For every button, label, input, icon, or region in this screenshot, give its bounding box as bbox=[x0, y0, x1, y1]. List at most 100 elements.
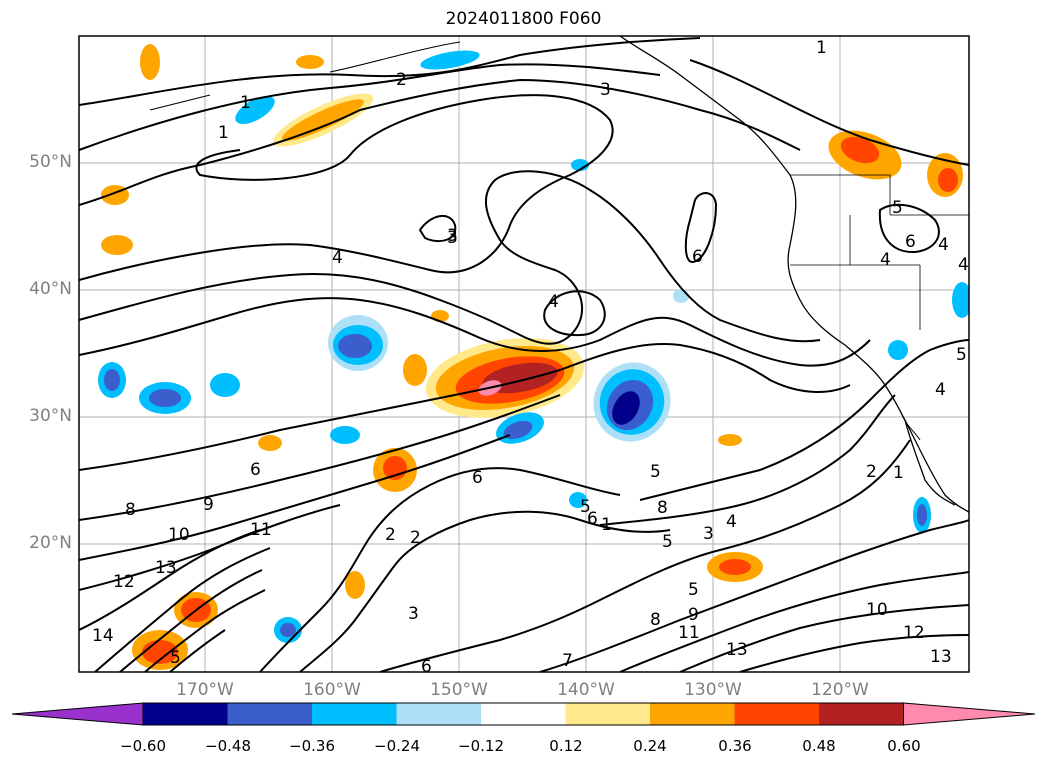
positive-patch bbox=[345, 571, 365, 599]
colorbar-tick: −0.36 bbox=[289, 737, 335, 755]
negative-patch bbox=[104, 369, 120, 391]
negative-patch bbox=[210, 373, 240, 397]
contour-label: 1 bbox=[816, 38, 827, 58]
positive-patch bbox=[840, 136, 880, 164]
colorbar-tick: −0.24 bbox=[374, 737, 420, 755]
colorbar-tick: 0.24 bbox=[633, 737, 667, 755]
shaded-patches bbox=[98, 44, 969, 670]
contour-label: 13 bbox=[930, 647, 952, 667]
contour-label: 7 bbox=[562, 651, 573, 671]
negative-patch bbox=[338, 334, 372, 358]
contour-label: 3 bbox=[447, 226, 458, 246]
colorbar-extend-min bbox=[11, 702, 144, 726]
contour-label: 5 bbox=[688, 580, 699, 600]
colorbar-segment bbox=[819, 703, 904, 725]
contour-label: 9 bbox=[203, 495, 214, 515]
positive-patch bbox=[258, 435, 282, 451]
positive-patch bbox=[101, 235, 133, 255]
contour-label: 9 bbox=[688, 605, 699, 625]
contour-label: 3 bbox=[703, 524, 714, 544]
contour-label: 12 bbox=[113, 572, 135, 592]
lat-label-20n: 20°N bbox=[29, 533, 72, 553]
colorbar-tick: 0.48 bbox=[802, 737, 836, 755]
lat-label-30n: 30°N bbox=[29, 406, 72, 426]
colorbar-segment bbox=[143, 703, 228, 725]
contour-label: 13 bbox=[155, 558, 177, 578]
lon-label-140w: 140°W bbox=[557, 680, 615, 700]
map-title: 2024011800 F060 bbox=[445, 9, 602, 29]
lon-label-150w: 150°W bbox=[430, 680, 488, 700]
map-frame bbox=[78, 35, 970, 673]
negative-patch bbox=[235, 96, 275, 124]
contour-label: 5 bbox=[956, 345, 967, 365]
contour-label: 5 bbox=[580, 497, 591, 517]
contour-label: 4 bbox=[880, 250, 891, 270]
contour-label: 12 bbox=[903, 623, 925, 643]
negative-patch bbox=[149, 389, 181, 407]
contour-label: 10 bbox=[168, 525, 190, 545]
positive-patch bbox=[403, 354, 427, 386]
contour-label: 4 bbox=[935, 380, 946, 400]
contour-label: 8 bbox=[657, 498, 668, 518]
lon-label-160w: 160°W bbox=[303, 680, 361, 700]
contour-label: 2 bbox=[385, 525, 396, 545]
colorbar-extend-max bbox=[903, 702, 1036, 726]
contour-label: 13 bbox=[726, 640, 748, 660]
colorbar bbox=[11, 702, 1036, 726]
negative-patch bbox=[917, 504, 927, 526]
contour-label: 14 bbox=[92, 626, 114, 646]
contour-lines bbox=[79, 37, 969, 672]
negative-patch bbox=[952, 282, 969, 318]
contour-label: 11 bbox=[678, 623, 700, 643]
contour-label: 4 bbox=[726, 512, 737, 532]
lon-label-120w: 120°W bbox=[811, 680, 869, 700]
positive-patch bbox=[282, 99, 364, 141]
positive-patch bbox=[431, 310, 449, 322]
colorbar-tick: −0.48 bbox=[205, 737, 251, 755]
lat-label-50n: 50°N bbox=[29, 152, 72, 172]
contour-label: 5 bbox=[892, 198, 903, 218]
contour-label: 2 bbox=[396, 70, 407, 90]
colorbar-segment bbox=[734, 703, 819, 725]
colorbar-segment bbox=[227, 703, 312, 725]
colorbar-segment bbox=[650, 703, 735, 725]
negative-patch bbox=[503, 420, 533, 440]
colorbar-tick: 0.60 bbox=[887, 737, 921, 755]
contour-label: 3 bbox=[447, 228, 458, 248]
contour-label: 6 bbox=[250, 460, 261, 480]
lon-label-130w: 130°W bbox=[684, 680, 742, 700]
negative-patch bbox=[673, 289, 689, 303]
negative-patch bbox=[612, 391, 640, 425]
positive-patch bbox=[296, 55, 324, 69]
colorbar-tick: −0.12 bbox=[458, 737, 504, 755]
contour-label: 5 bbox=[662, 532, 673, 552]
contour-label: 1 bbox=[218, 123, 229, 143]
contour-label: 5 bbox=[170, 648, 181, 668]
positive-patch bbox=[718, 434, 742, 446]
positive-patch bbox=[719, 559, 751, 575]
negative-patch bbox=[420, 50, 480, 70]
contour-label: 4 bbox=[958, 255, 969, 275]
colorbar-border bbox=[142, 702, 904, 726]
contour-label: 1 bbox=[240, 93, 251, 113]
contour-label: 5 bbox=[650, 462, 661, 482]
contour-label: 6 bbox=[905, 232, 916, 252]
contour-label: 4 bbox=[548, 292, 559, 312]
negative-patch bbox=[280, 623, 296, 637]
positive-patch bbox=[140, 44, 160, 80]
contour-label: 8 bbox=[650, 610, 661, 630]
colorbar-segment bbox=[565, 703, 650, 725]
contour-label: 11 bbox=[250, 520, 272, 540]
contour-label: 2 bbox=[410, 528, 421, 548]
colorbar-tick: −0.60 bbox=[120, 737, 166, 755]
negative-patch bbox=[888, 340, 908, 360]
contour-label: 6 bbox=[472, 468, 483, 488]
colorbar-tick: 0.12 bbox=[549, 737, 583, 755]
contour-label: 10 bbox=[866, 600, 888, 620]
contour-label: 3 bbox=[600, 80, 611, 100]
contour-label: 1 bbox=[893, 463, 904, 483]
negative-patch bbox=[569, 492, 587, 508]
contour-label: 6 bbox=[587, 509, 598, 529]
